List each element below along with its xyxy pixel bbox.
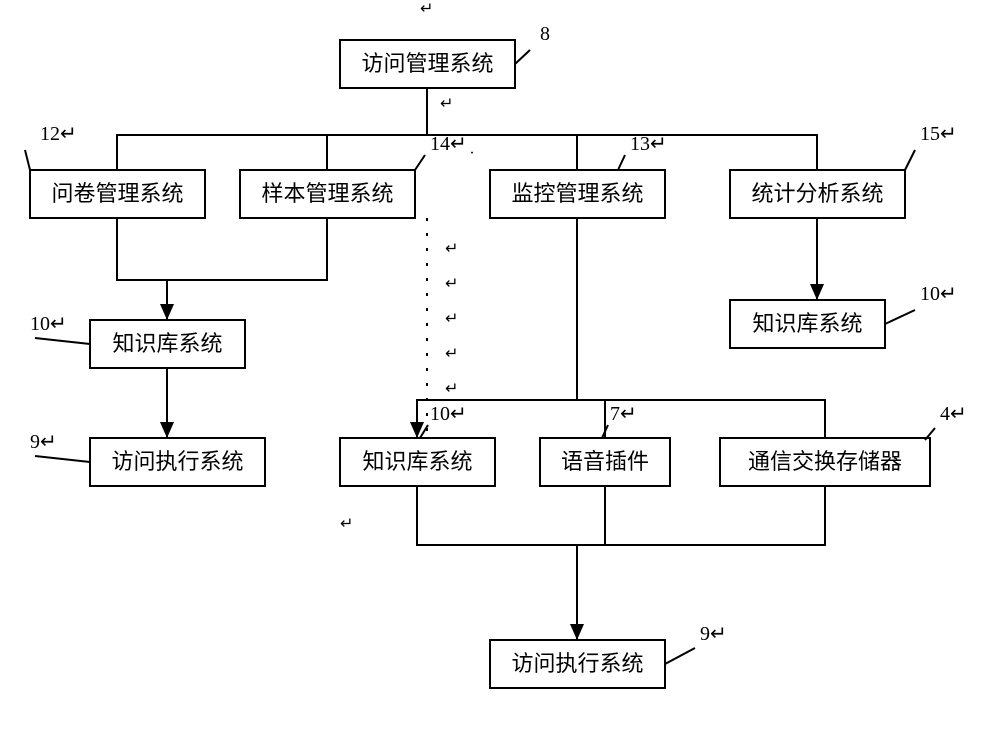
node-n10r: 知识库系统 bbox=[730, 300, 885, 348]
ref-label: 14↵ bbox=[430, 133, 467, 155]
ref-label: 10↵ bbox=[430, 403, 467, 425]
node-n7: 语音插件 bbox=[540, 438, 670, 486]
node-label: 统计分析系统 bbox=[751, 181, 883, 206]
ref-label: 9↵ bbox=[700, 623, 727, 645]
node-n9l: 访问执行系统 bbox=[90, 438, 265, 486]
node-n13: 监控管理系统 bbox=[490, 170, 665, 218]
node-label: 访问执行系统 bbox=[111, 449, 243, 474]
node-n14: 样本管理系统 bbox=[240, 170, 415, 218]
ref-label: 13↵ bbox=[630, 133, 667, 155]
node-label: 知识库系统 bbox=[112, 331, 222, 356]
artifact-dot: ↵ bbox=[445, 276, 458, 293]
node-n12: 问卷管理系统 bbox=[30, 170, 205, 218]
ref-label: 10↵ bbox=[920, 283, 957, 305]
ref-label: 7↵ bbox=[610, 403, 637, 425]
node-label: 访问管理系统 bbox=[361, 51, 493, 76]
node-label: 访问执行系统 bbox=[511, 651, 643, 676]
node-label: 通信交换存储器 bbox=[748, 449, 902, 474]
node-label: 语音插件 bbox=[561, 449, 649, 474]
artifact-dot: ↵ bbox=[445, 241, 458, 258]
artifact-dot: ↵ bbox=[420, 1, 433, 18]
ref-label: 8 bbox=[540, 23, 550, 45]
artifact-dot: ↵ bbox=[440, 96, 453, 113]
ref-label: 10↵ bbox=[30, 313, 67, 335]
node-label: 知识库系统 bbox=[362, 449, 472, 474]
node-n15: 统计分析系统 bbox=[730, 170, 905, 218]
node-n10l: 知识库系统 bbox=[90, 320, 245, 368]
artifact-dot: ↵ bbox=[445, 346, 458, 363]
ref-label: 4↵ bbox=[940, 403, 967, 425]
artifact-dot: ↵ bbox=[445, 311, 458, 328]
node-label: 知识库系统 bbox=[752, 311, 862, 336]
node-label: 样本管理系统 bbox=[261, 181, 393, 206]
node-label: 监控管理系统 bbox=[511, 181, 643, 206]
artifact-dot: . bbox=[470, 141, 474, 158]
ref-label: 12↵ bbox=[40, 123, 77, 145]
node-n10m: 知识库系统 bbox=[340, 438, 495, 486]
node-n8: 访问管理系统 bbox=[340, 40, 515, 88]
node-n9b: 访问执行系统 bbox=[490, 640, 665, 688]
ref-label: 9↵ bbox=[30, 431, 57, 453]
ref-label: 15↵ bbox=[920, 123, 957, 145]
artifact-dot: ↵ bbox=[445, 381, 458, 398]
artifact-dot: ↵ bbox=[340, 516, 353, 533]
node-n4: 通信交换存储器 bbox=[720, 438, 930, 486]
node-label: 问卷管理系统 bbox=[51, 181, 183, 206]
